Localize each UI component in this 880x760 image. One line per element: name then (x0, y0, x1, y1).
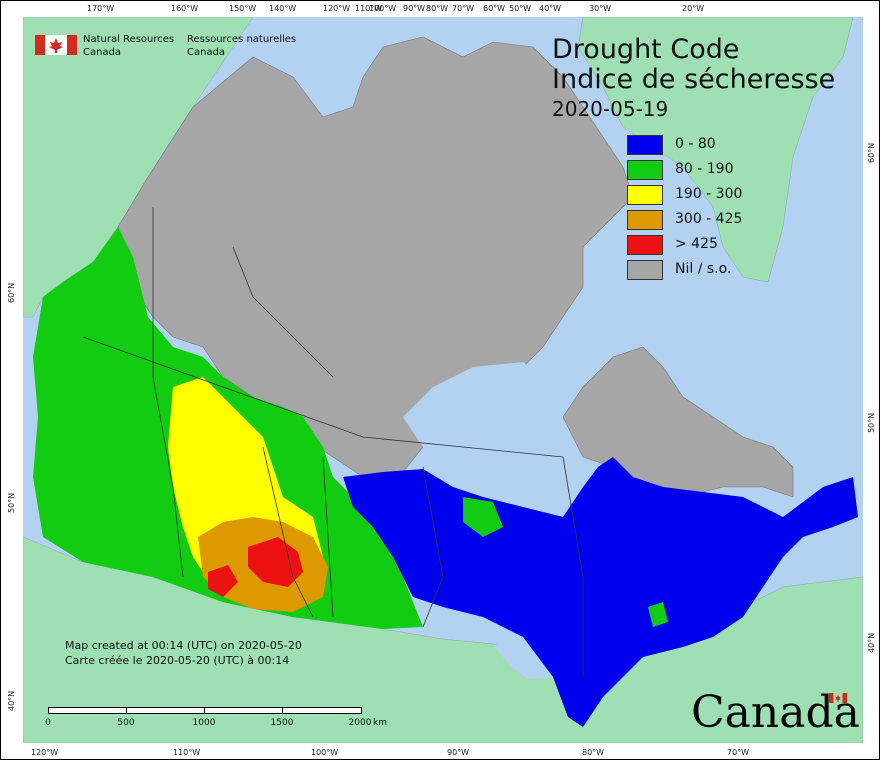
top-tick-90w: 90°W (403, 4, 426, 13)
right-tick-40n: 40°N (867, 632, 876, 653)
scale-segment (282, 707, 362, 714)
bottom-tick-70w: 70°W (727, 748, 750, 757)
top-tick-110w: 110°W (355, 4, 383, 13)
legend-swatch (627, 135, 663, 155)
scale-segment (126, 707, 206, 714)
top-tick-80w: 80°W (426, 4, 449, 13)
legend-swatch (627, 260, 663, 280)
bottom-tick-110w: 110°W (173, 748, 201, 757)
legend-swatch (627, 185, 663, 205)
greenland-landmass (577, 17, 854, 283)
bottom-tick-90w: 90°W (447, 748, 470, 757)
legend-item: > 425 (627, 235, 777, 255)
bottom-tick-80w: 80°W (582, 748, 605, 757)
legend-swatch (627, 160, 663, 180)
top-tick-160w: 160°W (171, 4, 199, 13)
canada-wordmark: Canada (691, 689, 860, 737)
legend-item: 300 - 425 (627, 210, 777, 230)
right-tick-50n: 50°N (867, 412, 876, 433)
legend-swatch (627, 235, 663, 255)
scale-label: 500 (117, 718, 135, 728)
legend-label: 300 - 425 (675, 211, 743, 227)
top-tick-60w: 60°W (483, 4, 506, 13)
map-title: Drought Code Indice de sécheresse 2020-0… (552, 35, 835, 123)
map-credits: Map created at 00:14 (UTC) on 2020-05-20… (65, 638, 302, 668)
top-tick-70w: 70°W (452, 4, 475, 13)
map-canvas[interactable] (23, 17, 863, 743)
top-tick-30w: 30°W (589, 4, 612, 13)
legend-label: Nil / s.o. (675, 261, 732, 277)
wordmark-flag-icon (829, 693, 847, 703)
scale-label: 2000 (348, 718, 372, 728)
top-tick-140w: 140°W (269, 4, 297, 13)
title-english: Drought Code (552, 34, 740, 65)
legend-item: 80 - 190 (627, 160, 777, 180)
top-tick-120w: 120°W (323, 4, 351, 13)
credit-line-en: Map created at 00:14 (UTC) on 2020-05-20 (65, 639, 302, 652)
left-tick-50n: 50°N (7, 492, 16, 513)
bottom-tick-120w: 120°W (31, 748, 59, 757)
agency-name-en: Natural Resources Canada (83, 33, 174, 59)
zone-above-425 (208, 537, 303, 597)
scale-segment (204, 707, 284, 714)
top-tick-20w: 20°W (682, 4, 705, 13)
legend-label: 80 - 190 (675, 161, 734, 177)
scale-label: 1000 (192, 718, 216, 728)
provincial-boundaries (82, 207, 584, 677)
canada-flag-icon (35, 35, 77, 55)
legend-label: > 425 (675, 236, 718, 252)
scale-segment (48, 707, 128, 714)
legend-label: 190 - 300 (675, 186, 743, 202)
right-tick-60n: 60°N (867, 142, 876, 163)
top-tick-150w: 150°W (229, 4, 257, 13)
left-tick-60n: 60°N (7, 282, 16, 303)
credit-line-fr: Carte créée le 2020-05-20 (UTC) à 00:14 (65, 654, 290, 667)
scale-unit: km (373, 718, 387, 728)
agency-en-line2: Canada (83, 47, 122, 58)
top-tick-40w: 40°W (539, 4, 562, 13)
legend-item: 0 - 80 (627, 135, 777, 155)
top-tick-100w: 100°W (369, 4, 397, 13)
agency-name-fr: Ressources naturelles Canada (187, 33, 296, 59)
top-tick-50w: 50°W (509, 4, 532, 13)
agency-en-line1: Natural Resources (83, 34, 175, 45)
scale-label: 0 (45, 718, 51, 728)
drought-map-svg (23, 17, 863, 743)
legend-item: Nil / s.o. (627, 260, 777, 280)
top-tick-170w: 170°W (87, 4, 115, 13)
bottom-tick-100w: 100°W (311, 748, 339, 757)
left-tick-40n: 40°N (7, 690, 16, 711)
legend-label: 0 - 80 (675, 136, 716, 152)
agency-fr-line1: Ressources naturelles (187, 34, 297, 45)
title-french: Indice de sécheresse (552, 64, 836, 95)
agency-fr-line2: Canada (187, 47, 226, 58)
legend-item: 190 - 300 (627, 185, 777, 205)
scale-bar: 0 500 1000 1500 2000 km (45, 705, 387, 735)
legend-swatch (627, 210, 663, 230)
scale-label: 1500 (270, 718, 294, 728)
title-date: 2020-05-19 (552, 97, 669, 121)
hudson-bay (403, 362, 563, 497)
zone-80-190-east (463, 497, 668, 627)
